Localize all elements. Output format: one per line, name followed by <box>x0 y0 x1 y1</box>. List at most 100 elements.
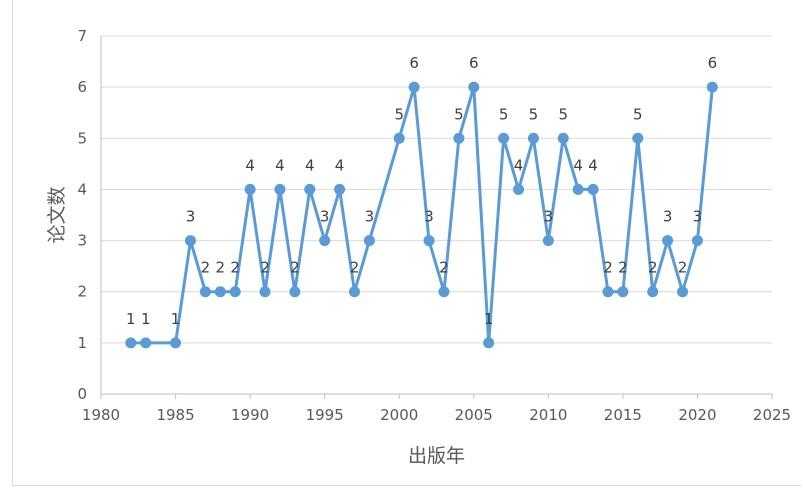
data-point <box>587 183 599 195</box>
data-label: 3 <box>424 208 434 226</box>
data-label: 1 <box>484 310 494 328</box>
data-point <box>691 235 703 247</box>
data-point <box>542 235 554 247</box>
x-tick-label: 2000 <box>380 406 418 424</box>
data-label: 5 <box>633 105 643 123</box>
data-point <box>259 286 271 298</box>
y-tick-label: 6 <box>77 78 87 96</box>
data-point <box>572 183 584 195</box>
data-point <box>184 235 196 247</box>
x-tick-label: 1995 <box>306 406 344 424</box>
data-point <box>632 132 644 144</box>
data-label: 5 <box>499 105 509 123</box>
data-point <box>602 286 614 298</box>
data-point <box>647 286 659 298</box>
data-label: 4 <box>335 156 345 174</box>
data-label: 5 <box>558 105 568 123</box>
data-point <box>214 286 226 298</box>
data-label: 6 <box>409 54 419 72</box>
data-point <box>557 132 569 144</box>
data-point <box>408 81 420 93</box>
x-tick-label: 2025 <box>753 406 791 424</box>
data-label: 1 <box>126 310 136 328</box>
data-label: 4 <box>305 156 315 174</box>
data-point <box>498 132 510 144</box>
y-tick-label: 4 <box>77 180 87 198</box>
data-label: 2 <box>260 259 270 277</box>
data-point <box>527 132 539 144</box>
y-tick-label: 3 <box>77 232 87 250</box>
data-point <box>483 337 495 349</box>
data-point <box>304 183 316 195</box>
y-tick-label: 7 <box>77 27 87 45</box>
data-point <box>453 132 465 144</box>
data-point <box>140 337 152 349</box>
data-label: 6 <box>469 54 479 72</box>
data-label: 2 <box>618 259 628 277</box>
x-axis-title: 出版年 <box>408 445 465 467</box>
data-point <box>513 183 525 195</box>
data-label: 2 <box>216 259 226 277</box>
data-point <box>274 183 286 195</box>
data-label: 4 <box>275 156 285 174</box>
y-tick-label: 2 <box>77 283 87 301</box>
data-point <box>199 286 211 298</box>
data-label: 5 <box>454 105 464 123</box>
data-point <box>229 286 241 298</box>
data-label: 5 <box>394 105 404 123</box>
data-label: 2 <box>350 259 360 277</box>
data-points <box>125 81 718 349</box>
data-label: 3 <box>663 208 673 226</box>
gridlines <box>101 35 772 344</box>
series-polyline <box>130 85 714 345</box>
data-label: 5 <box>529 105 539 123</box>
x-tick-label: 1985 <box>156 406 194 424</box>
x-tick-label: 2020 <box>678 406 716 424</box>
data-point <box>348 286 360 298</box>
data-label: 2 <box>230 259 240 277</box>
data-label: 1 <box>171 310 181 328</box>
data-point <box>319 235 331 247</box>
data-point <box>125 337 137 349</box>
data-label: 2 <box>290 259 300 277</box>
y-axis-title: 论文数 <box>46 186 68 243</box>
y-tick-label: 5 <box>77 129 87 147</box>
line-chart: 0 1 2 3 4 5 6 7 1980 1985 1990 1995 2000 2005 2010 2015… <box>46 27 791 467</box>
data-label: 3 <box>693 208 703 226</box>
data-point <box>393 132 405 144</box>
data-label: 6 <box>708 54 718 72</box>
data-point <box>334 183 346 195</box>
y-tick-label: 1 <box>77 334 87 352</box>
data-label: 1 <box>141 310 151 328</box>
data-point <box>438 286 450 298</box>
data-label: 2 <box>201 259 211 277</box>
data-label: 2 <box>439 259 449 277</box>
data-label: 3 <box>365 208 375 226</box>
data-point <box>706 81 718 93</box>
x-tick-label: 2010 <box>529 406 567 424</box>
data-point <box>468 81 480 93</box>
x-tick-label: 2015 <box>604 406 642 424</box>
axes: 0 1 2 3 4 5 6 7 1980 1985 1990 1995 2000 2005 2010 2015… <box>77 27 791 424</box>
data-label: 2 <box>648 259 658 277</box>
data-point <box>170 337 182 349</box>
data-point <box>363 235 375 247</box>
data-point <box>289 286 301 298</box>
x-tick-label: 2005 <box>455 406 493 424</box>
data-point <box>423 235 435 247</box>
series-line <box>130 85 714 345</box>
data-label: 4 <box>573 156 583 174</box>
data-point <box>662 235 674 247</box>
data-label: 4 <box>245 156 255 174</box>
data-point <box>617 286 629 298</box>
data-point <box>677 286 689 298</box>
data-label: 3 <box>544 208 554 226</box>
data-label: 4 <box>588 156 598 174</box>
data-label: 4 <box>514 156 524 174</box>
data-label: 3 <box>320 208 330 226</box>
x-tick-label: 1980 <box>82 406 120 424</box>
y-tick-label: 0 <box>77 385 87 403</box>
data-label: 2 <box>678 259 688 277</box>
chart-frame: 0 1 2 3 4 5 6 7 1980 1985 1990 1995 2000 2005 2010 2015… <box>12 0 801 486</box>
